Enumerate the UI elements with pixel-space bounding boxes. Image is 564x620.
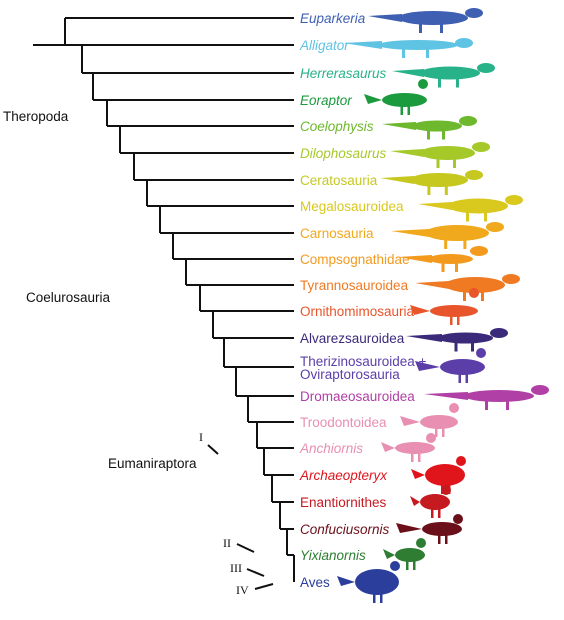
- taxon-label-dilophosaurus: Dilophosaurus: [300, 146, 387, 161]
- taxon-label-line: Archaeopteryx: [299, 468, 388, 483]
- taxon-label-line: Megalosauroidea: [300, 199, 404, 214]
- herrerasaurus-icon: [392, 63, 495, 88]
- confuciusornis-icon: [396, 514, 463, 544]
- taxon-label-aves: Aves: [300, 575, 330, 590]
- taxon-label-alligator: Alligator: [299, 38, 349, 53]
- taxon-label-alvarezsauroidea: Alvarezsauroidea: [300, 331, 405, 346]
- taxon-label-therizinosauroidea-oviraptorosauria: Therizinosauroidea + Oviraptorosauria: [300, 354, 427, 382]
- taxon-label-dromaeosauroidea: Dromaeosauroidea: [300, 389, 415, 404]
- node-pointer-i: [207, 444, 219, 455]
- taxon-label-line: Alligator: [299, 38, 349, 53]
- taxon-label-line: Anchiornis: [299, 441, 363, 456]
- alligator-icon: [343, 38, 473, 58]
- taxon-label-line: Euparkeria: [300, 11, 366, 26]
- compsognathid-icon: [398, 246, 488, 272]
- taxon-label-ornithomimosauria: Ornithomimosauria: [300, 304, 415, 319]
- taxon-labels: Euparkeria Alligator Herrerasaurus Eoraptor…: [299, 11, 427, 590]
- taxon-label-line: Therizinosauroidea +: [300, 354, 427, 369]
- taxon-label-confuciusornis: Confuciusornis: [300, 522, 390, 537]
- taxon-label-coelophysis: Coelophysis: [300, 119, 374, 134]
- taxon-label-troodontoidea: Troodontoidea: [300, 415, 387, 430]
- troodontid-icon: [400, 403, 459, 437]
- dilophosaurus-icon: [390, 142, 490, 168]
- megalosaur-icon: [418, 195, 523, 222]
- taxon-label-line: Alvarezsauroidea: [300, 331, 405, 346]
- taxon-label-euparkeria: Euparkeria: [300, 11, 366, 26]
- node-label-iv: IV: [236, 583, 249, 597]
- taxon-label-herrerasaurus: Herrerasaurus: [300, 66, 387, 81]
- taxon-label-line: Compsognathidae: [300, 252, 410, 267]
- clade-label-theropoda: Theropoda: [3, 109, 69, 124]
- taxon-label-line: Oviraptorosauria: [300, 367, 400, 382]
- taxon-label-tyrannosauroidea: Tyrannosauroidea: [300, 278, 409, 293]
- ornithomimosaur-icon: [410, 288, 479, 325]
- ceratosaur-icon: [380, 170, 483, 195]
- taxon-label-anchiornis: Anchiornis: [299, 441, 363, 456]
- node-pointer-iii: [246, 568, 265, 577]
- yixianornis-icon: [383, 538, 426, 570]
- anchiornis-icon: [381, 433, 436, 462]
- taxon-label-line: Dilophosaurus: [300, 146, 387, 161]
- taxon-label-line: Eoraptor: [300, 93, 352, 108]
- node-pointer-ii: [236, 543, 255, 553]
- taxon-label-line: Tyrannosauroidea: [300, 278, 409, 293]
- therizinosaur-icon: [415, 348, 486, 383]
- node-label-i: I: [199, 430, 203, 444]
- clade-label-coelurosauria: Coelurosauria: [26, 290, 111, 305]
- silhouettes: [337, 8, 549, 603]
- node-label-ii: II: [223, 536, 231, 550]
- taxon-label-line: Confuciusornis: [300, 522, 390, 537]
- alvarezsaur-icon: [406, 328, 508, 352]
- taxon-label-line: Troodontoidea: [300, 415, 387, 430]
- taxon-label-line: Yixianornis: [300, 548, 366, 563]
- taxon-label-line: Herrerasaurus: [300, 66, 387, 81]
- taxon-label-line: Ornithomimosauria: [300, 304, 415, 319]
- taxon-label-line: Dromaeosauroidea: [300, 389, 415, 404]
- archaeopteryx-icon: [411, 456, 466, 494]
- dromaeosaur-icon: [424, 385, 549, 410]
- taxon-label-carnosauria: Carnosauria: [300, 226, 374, 241]
- taxon-label-line: Coelophysis: [300, 119, 374, 134]
- taxon-label-megalosauroidea: Megalosauroidea: [300, 199, 404, 214]
- node-label-iii: III: [230, 561, 242, 575]
- taxon-label-line: Enantiornithes: [300, 495, 387, 510]
- node-pointer-iv: [254, 583, 274, 590]
- clade-label-eumaniraptora: Eumaniraptora: [108, 456, 197, 471]
- taxon-label-line: Aves: [300, 575, 330, 590]
- rooster-icon: [337, 561, 400, 603]
- taxon-label-compsognathidae: Compsognathidae: [300, 252, 410, 267]
- tyrannosaur-icon: [415, 274, 520, 301]
- carnosaur-icon: [391, 222, 504, 249]
- taxon-label-archaeopteryx: Archaeopteryx: [299, 468, 388, 483]
- taxon-label-yixianornis: Yixianornis: [300, 548, 366, 563]
- crocodile-line-archosaur-icon: [368, 8, 483, 33]
- coelophysis-icon: [382, 116, 477, 140]
- node-markers: I II III IV: [199, 430, 274, 597]
- taxon-label-ceratosauria: Ceratosauria: [300, 173, 378, 188]
- enantiornithine-icon: [410, 485, 451, 518]
- eoraptor-icon: [364, 79, 428, 115]
- taxon-label-line: Carnosauria: [300, 226, 374, 241]
- taxon-label-line: Ceratosauria: [300, 173, 378, 188]
- taxon-label-eoraptor: Eoraptor: [300, 93, 352, 108]
- taxon-label-enantiornithes: Enantiornithes: [300, 495, 387, 510]
- tree-branches: [33, 17, 295, 582]
